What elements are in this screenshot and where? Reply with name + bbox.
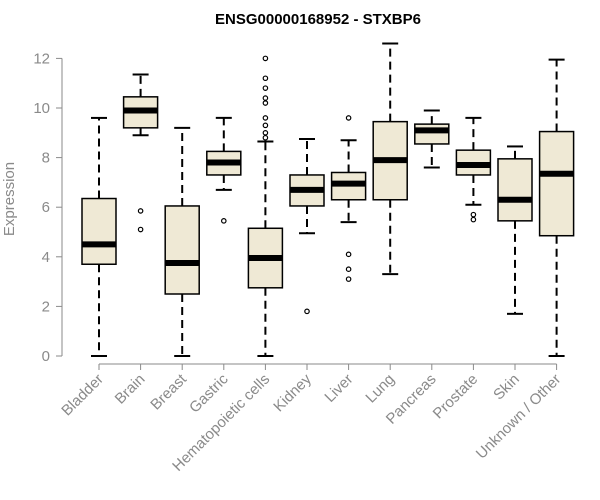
x-tick-label: Brain [112, 371, 149, 408]
outlier-point [470, 216, 477, 223]
chart-title: ENSG00000168952 - STXBP6 [215, 11, 421, 28]
x-tick-label: Liver [321, 371, 356, 406]
boxes [81, 42, 575, 357]
y-tick-label: 0 [42, 348, 50, 365]
outlier-point [262, 122, 269, 129]
box-group [164, 126, 200, 357]
outlier-point [262, 134, 269, 141]
box-group [206, 116, 242, 224]
box-group [455, 116, 492, 223]
outlier-point [345, 115, 352, 121]
outlier-point [262, 100, 269, 106]
box-iqr [81, 197, 117, 265]
box-iqr [164, 205, 200, 295]
box-group [122, 73, 159, 233]
outlier-point [345, 251, 352, 258]
outlier-point [262, 115, 269, 121]
outlier-point [470, 211, 477, 218]
y-axis-label: Expression [1, 162, 18, 236]
box-group [497, 145, 533, 315]
y-tick-label: 6 [42, 199, 50, 216]
x-tick-label: Skin [490, 371, 523, 404]
box-group [330, 115, 367, 282]
box-group [81, 116, 117, 357]
outlier-point [262, 85, 269, 91]
box-group [538, 58, 575, 357]
outlier-point [137, 226, 144, 233]
x-tick-label: Lung [362, 371, 398, 407]
outlier-point [262, 130, 269, 136]
outlier-point [262, 75, 269, 82]
x-tick-label: Kidney [270, 370, 315, 415]
outlier-point [262, 55, 269, 62]
y-tick-label: 2 [42, 298, 50, 315]
x-tick-label: Bladder [58, 371, 107, 420]
box-group [372, 42, 408, 276]
outlier-point [137, 208, 144, 214]
box-iqr [497, 158, 533, 222]
box-group [247, 55, 284, 357]
box-iqr [538, 130, 575, 237]
outlier-point [221, 218, 227, 224]
box-group [289, 138, 325, 315]
outlier-point [345, 276, 352, 282]
y-tick-label: 12 [33, 50, 50, 67]
y-tick-label: 10 [33, 100, 50, 117]
outlier-point [304, 308, 310, 315]
x-tick-label: Breast [147, 370, 190, 413]
outlier-point [345, 266, 352, 273]
y-tick-label: 4 [42, 249, 50, 266]
outlier-point [262, 95, 269, 101]
y-tick-label: 8 [42, 150, 50, 167]
x-tick-label: Prostate [430, 371, 482, 423]
box-group [414, 109, 450, 169]
box-iqr [414, 123, 450, 145]
